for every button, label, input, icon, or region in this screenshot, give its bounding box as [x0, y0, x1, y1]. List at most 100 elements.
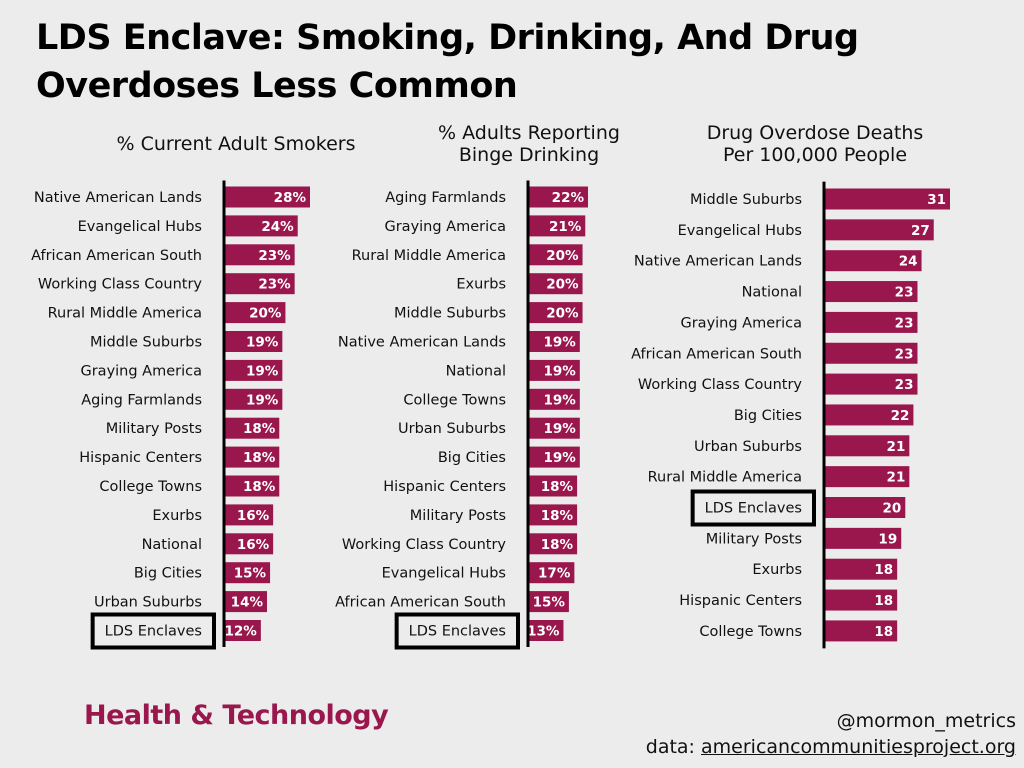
category-label: National [742, 285, 802, 301]
data-label: 18% [541, 479, 574, 495]
category-label: College Towns [699, 624, 802, 640]
bar [528, 302, 583, 324]
data-label: 20 [882, 501, 901, 517]
data-label: 18% [243, 450, 276, 466]
panel-title: % Current Adult Smokers [117, 133, 356, 155]
category-label: African American South [631, 346, 802, 362]
footer-credits: @mormon_metrics data: americancommunitie… [646, 708, 1016, 760]
bar [528, 620, 564, 641]
data-label: 18 [874, 624, 893, 640]
data-label: 18 [874, 562, 893, 578]
bar [224, 186, 310, 208]
category-label: Evangelical Hubs [678, 223, 802, 239]
bar [824, 589, 898, 611]
bar [528, 504, 578, 526]
brand-label: Health & Technology [84, 700, 389, 731]
category-label: Middle Suburbs [394, 306, 506, 322]
data-label: 19% [543, 392, 576, 408]
panel-title: Per 100,000 People [723, 144, 907, 166]
bar [528, 331, 580, 352]
category-label: LDS Enclaves [105, 624, 202, 640]
data-label: 19% [246, 363, 279, 379]
bar [224, 215, 298, 237]
bar [224, 388, 283, 410]
bar [528, 533, 578, 555]
data-label: 28% [274, 190, 307, 206]
category-label: Urban Suburbs [94, 595, 202, 611]
bar [224, 504, 274, 526]
bar [824, 373, 918, 395]
category-label: College Towns [403, 392, 506, 408]
data-label: 17% [538, 566, 571, 582]
category-label: Graying America [80, 363, 202, 379]
panel-title: % Adults Reporting [438, 122, 620, 144]
bar [224, 620, 261, 641]
data-label: 23% [258, 277, 291, 293]
category-label: Native American Lands [338, 335, 506, 351]
bar [824, 558, 898, 580]
data-label: 21 [887, 439, 906, 455]
category-label: Big Cities [134, 566, 202, 582]
bar [224, 533, 274, 555]
bar [224, 273, 295, 295]
data-label: 27 [911, 223, 930, 239]
source-prefix: data: [645, 736, 702, 758]
category-label: Graying America [680, 315, 802, 331]
bar [224, 562, 271, 584]
data-label: 21% [549, 219, 582, 235]
bar [528, 388, 580, 410]
category-label: Working Class Country [638, 377, 803, 393]
category-label: National [446, 363, 506, 379]
bar [224, 302, 286, 324]
data-label: 15% [234, 566, 267, 582]
bar [528, 186, 588, 208]
data-label: 23 [895, 377, 914, 393]
bar [528, 244, 583, 266]
data-label: 31 [927, 192, 946, 208]
data-label: 19% [246, 335, 279, 351]
category-label: Middle Suburbs [90, 335, 202, 351]
bar [824, 250, 922, 272]
category-label: College Towns [99, 479, 202, 495]
source-link[interactable]: americancommunitiesproject.org [701, 736, 1016, 758]
category-label: Big Cities [734, 408, 802, 424]
panel-title: Binge Drinking [459, 144, 599, 166]
title-line-1: LDS Enclave: Smoking, Drinking, And Drug [36, 18, 859, 58]
category-label: Hispanic Centers [679, 593, 802, 609]
category-label: Evangelical Hubs [382, 566, 506, 582]
data-label: 19 [878, 531, 897, 547]
bar [824, 620, 898, 642]
data-label: 21 [887, 470, 906, 486]
category-label: Aging Farmlands [385, 190, 506, 206]
data-label: 19% [246, 392, 279, 408]
bar [224, 417, 280, 439]
category-label: Rural Middle America [648, 470, 802, 486]
bar [824, 404, 914, 426]
bar [824, 311, 918, 333]
data-label: 13% [527, 624, 560, 640]
category-label: LDS Enclaves [409, 624, 506, 640]
data-label: 22 [891, 408, 910, 424]
bar [528, 215, 586, 237]
category-label: Urban Suburbs [694, 439, 802, 455]
data-label: 19% [543, 363, 576, 379]
bar [528, 273, 583, 295]
bar [528, 475, 578, 497]
bar [824, 497, 906, 518]
data-label: 15% [533, 595, 566, 611]
handle-text: @mormon_metrics [836, 710, 1016, 732]
category-label: Graying America [384, 219, 506, 235]
category-label: Military Posts [706, 531, 802, 547]
bar [224, 446, 280, 468]
data-label: 23 [895, 315, 914, 331]
chart-panel-1: % Current Adult Smokers 28% Native America… [31, 133, 356, 650]
category-label: African American South [335, 595, 506, 611]
category-label: Exurbs [456, 277, 506, 293]
bar [824, 527, 902, 549]
data-label: 19% [543, 421, 576, 437]
category-label: Urban Suburbs [398, 421, 506, 437]
data-label: 23 [895, 285, 914, 301]
chart-title: LDS Enclave: Smoking, Drinking, And Drug… [36, 14, 996, 110]
data-label: 23 [895, 346, 914, 362]
